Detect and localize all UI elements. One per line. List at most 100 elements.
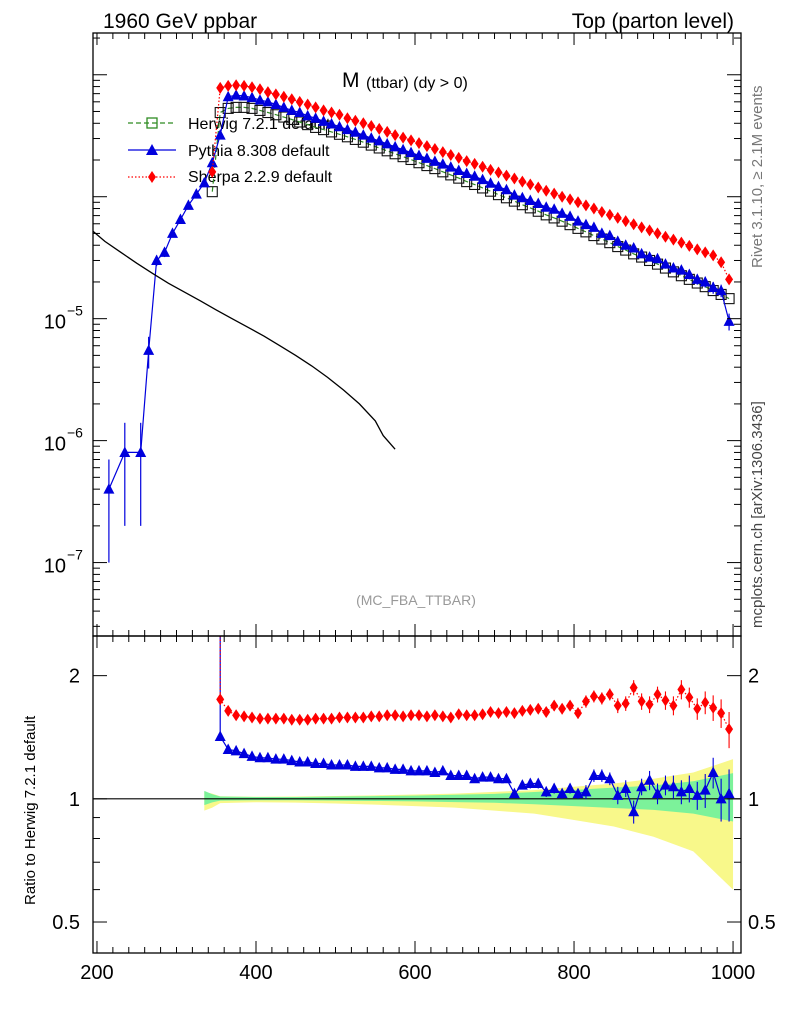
main-point-sherpa (661, 230, 670, 243)
main-point-sherpa (335, 108, 344, 121)
main-point-pythia (588, 221, 600, 232)
ratio-point-sherpa (224, 704, 233, 717)
main-point-sherpa (669, 233, 678, 246)
legend-marker-herwig (146, 117, 158, 129)
main-point-pythia (421, 152, 433, 163)
main-point-pythia (675, 264, 687, 275)
main-point-pythia (381, 137, 393, 149)
ratio-point-sherpa (589, 690, 598, 703)
main-point-sherpa (383, 125, 392, 138)
main-point-pythia (604, 229, 616, 241)
ratio-point-sherpa (255, 712, 264, 725)
main-line-herwig (211, 106, 730, 300)
ratio-point-sherpa (407, 709, 416, 722)
main-point-sherpa (566, 193, 575, 206)
ratio-point-sherpa (232, 709, 241, 722)
ratio-point-pythia (532, 777, 544, 789)
ratio-ytick-label-right: 1 (748, 789, 759, 811)
ratio-point-pythia (262, 751, 274, 763)
main-point-pythia (580, 218, 592, 230)
main-point-pythia (182, 199, 194, 210)
x-tick-label: 400 (239, 962, 272, 984)
ratio-point-pythia (238, 747, 250, 759)
main-point-pythia (540, 201, 552, 212)
main-point-sherpa (224, 79, 233, 92)
main-point-pythia (278, 101, 290, 112)
header-right: Top (parton level) (572, 10, 734, 33)
ratio-point-pythia (222, 743, 234, 754)
main-point-pythia (691, 273, 703, 284)
ratio-point-pythia (286, 754, 298, 766)
main-point-pythia (318, 115, 330, 126)
main-point-pythia (723, 315, 735, 326)
ratio-point-pythia (278, 753, 290, 764)
ratio-point-sherpa (701, 696, 710, 709)
main-point-pythia (159, 246, 171, 257)
ratio-point-pythia (492, 772, 504, 784)
main-point-pythia (222, 90, 234, 102)
main-point-pythia (405, 146, 417, 158)
main-point-pythia (437, 158, 449, 169)
main-point-sherpa (653, 227, 662, 240)
main-point-pythia (524, 194, 536, 206)
main-point-pythia (206, 156, 218, 168)
ratio-point-sherpa (240, 710, 249, 723)
main-point-sherpa (430, 143, 439, 156)
ratio-point-pythia (667, 780, 679, 792)
ratio-frame (92, 635, 742, 954)
main-point-pythia (357, 129, 369, 140)
main-point-pythia (492, 180, 504, 192)
ratio-point-pythia (540, 785, 552, 797)
ratio-point-sherpa (446, 711, 455, 724)
main-point-sherpa (462, 155, 471, 168)
main-point-sherpa (208, 165, 217, 178)
ratio-point-sherpa (725, 723, 734, 736)
ratio-panel-data (93, 636, 741, 890)
ratio-point-sherpa (470, 709, 479, 722)
main-point-sherpa (248, 81, 257, 94)
ratio-point-sherpa (605, 688, 614, 701)
ratio-ytick-label: 0.5 (52, 912, 80, 934)
main-point-pythia (389, 140, 401, 152)
ratio-point-sherpa (279, 712, 288, 725)
main-point-pythia (453, 164, 465, 176)
ratio-point-pythia (516, 779, 528, 790)
main-ytick-label-exp: −5 (67, 303, 83, 319)
main-point-pythia (310, 112, 322, 123)
ratio-point-pythia (707, 766, 719, 777)
ratio-point-pythia (405, 764, 417, 776)
main-point-pythia (302, 109, 314, 121)
ratio-point-pythia (413, 764, 425, 776)
ratio-point-sherpa (693, 702, 702, 715)
main-point-sherpa (685, 239, 694, 252)
main-point-pythia (636, 247, 648, 259)
ratio-point-pythia (652, 787, 664, 799)
legend-marker-pythia (146, 144, 158, 155)
ratio-point-pythia (341, 758, 353, 770)
main-point-sherpa (375, 122, 384, 135)
main-point-pythia (254, 94, 266, 105)
ratio-point-sherpa (494, 707, 503, 720)
main-point-sherpa (613, 211, 622, 224)
ratio-point-sherpa (271, 712, 280, 725)
main-ytick-label-base: 10 (44, 312, 66, 334)
main-point-pythia (286, 104, 298, 115)
ratio-point-pythia (437, 764, 449, 776)
ratio-point-sherpa (263, 712, 272, 725)
ratio-point-sherpa (685, 691, 694, 704)
ratio-point-sherpa (542, 706, 551, 719)
main-point-sherpa (621, 215, 630, 228)
main-point-sherpa (359, 117, 368, 130)
ratio-point-sherpa (367, 710, 376, 723)
main-point-pythia (461, 167, 473, 179)
main-point-sherpa (534, 181, 543, 194)
main-point-sherpa (581, 199, 590, 212)
ratio-point-sherpa (335, 711, 344, 724)
main-point-pythia (659, 258, 671, 269)
ratio-point-pythia (588, 769, 600, 781)
main-point-sherpa (486, 163, 495, 176)
main-point-herwig (278, 111, 290, 123)
ratio-point-pythia (429, 766, 441, 777)
